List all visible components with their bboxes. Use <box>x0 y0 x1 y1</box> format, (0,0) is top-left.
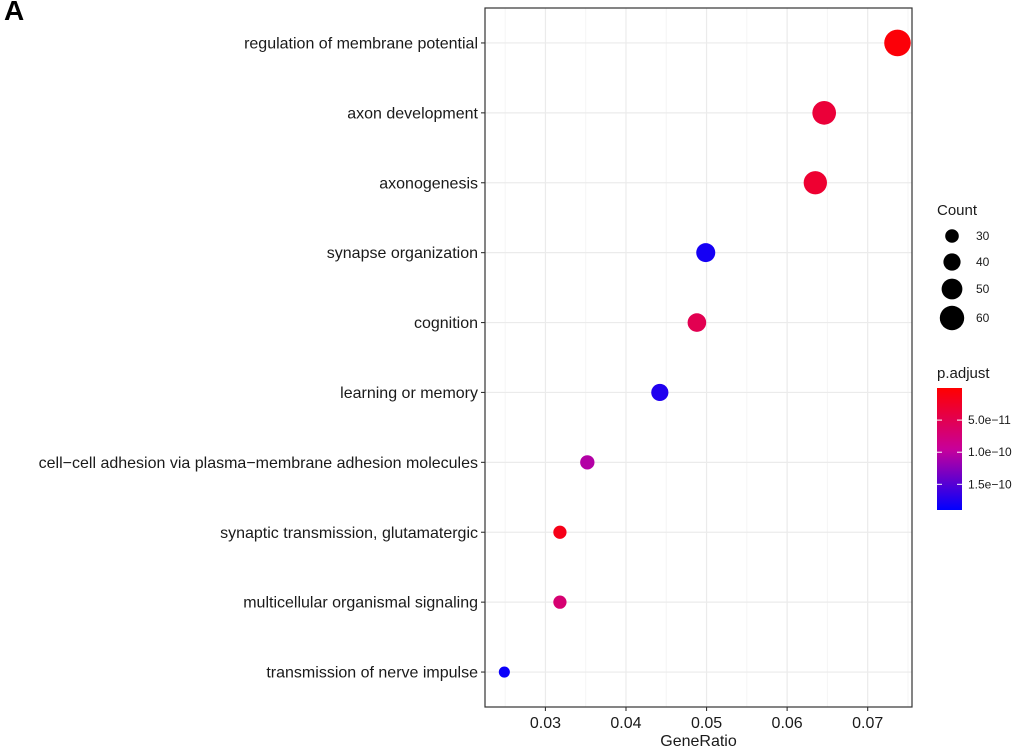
y-tick-label: cognition <box>414 315 478 332</box>
padjust-colorbar <box>937 388 962 510</box>
padjust-legend-label: 1.5e−10 <box>968 477 1012 491</box>
data-point <box>687 313 707 332</box>
y-axis-labels: regulation of membrane potential axon dev… <box>39 35 485 682</box>
x-tick-label: 0.05 <box>691 715 722 732</box>
data-point <box>553 525 567 539</box>
data-points <box>498 29 911 678</box>
y-tick-label: axon development <box>347 105 478 122</box>
y-tick-label: multicellular organismal signaling <box>243 595 478 612</box>
y-tick-label: regulation of membrane potential <box>244 35 478 52</box>
data-point <box>580 455 595 470</box>
padjust-legend-title: p.adjust <box>937 365 990 382</box>
y-tick-label: cell−cell adhesion via plasma−membrane a… <box>39 455 478 472</box>
data-point <box>651 383 669 402</box>
y-tick-label: learning or memory <box>340 385 478 402</box>
data-point <box>553 595 567 609</box>
count-legend-label: 30 <box>976 229 990 243</box>
grid <box>485 8 912 707</box>
y-tick-label: synapse organization <box>327 245 478 262</box>
count-legend-title: Count <box>937 202 978 219</box>
y-tick-label: transmission of nerve impulse <box>266 665 478 682</box>
y-tick-label: synaptic transmission, glutamatergic <box>220 525 478 542</box>
x-tick-label: 0.07 <box>852 715 883 732</box>
count-legend-dot <box>941 278 963 300</box>
count-legend: Count 30 40 50 60 <box>937 202 990 331</box>
data-point <box>498 666 510 678</box>
padjust-legend: p.adjust 5.0e−11 1.0e−10 1.5e−10 <box>937 365 1012 510</box>
count-legend-label: 40 <box>976 255 990 269</box>
y-tick-label: axonogenesis <box>379 175 478 192</box>
count-legend-dot <box>939 305 965 331</box>
x-tick-label: 0.03 <box>530 715 561 732</box>
count-legend-dot <box>943 253 961 271</box>
x-axis-title: GeneRatio <box>660 733 737 750</box>
x-tick-label: 0.04 <box>610 715 641 732</box>
padjust-legend-label: 1.0e−10 <box>968 445 1012 459</box>
x-axis: 0.03 0.04 0.05 0.06 0.07 <box>530 707 883 732</box>
x-tick-label: 0.06 <box>772 715 803 732</box>
plot-panel <box>484 7 913 708</box>
count-legend-label: 60 <box>976 311 990 325</box>
data-point <box>696 243 716 263</box>
count-legend-label: 50 <box>976 282 990 296</box>
count-legend-dot <box>945 229 959 243</box>
padjust-legend-label: 5.0e−11 <box>968 413 1011 427</box>
data-point <box>884 29 911 57</box>
panel-label: A <box>4 0 24 26</box>
data-point <box>812 101 837 125</box>
data-point <box>803 171 827 195</box>
